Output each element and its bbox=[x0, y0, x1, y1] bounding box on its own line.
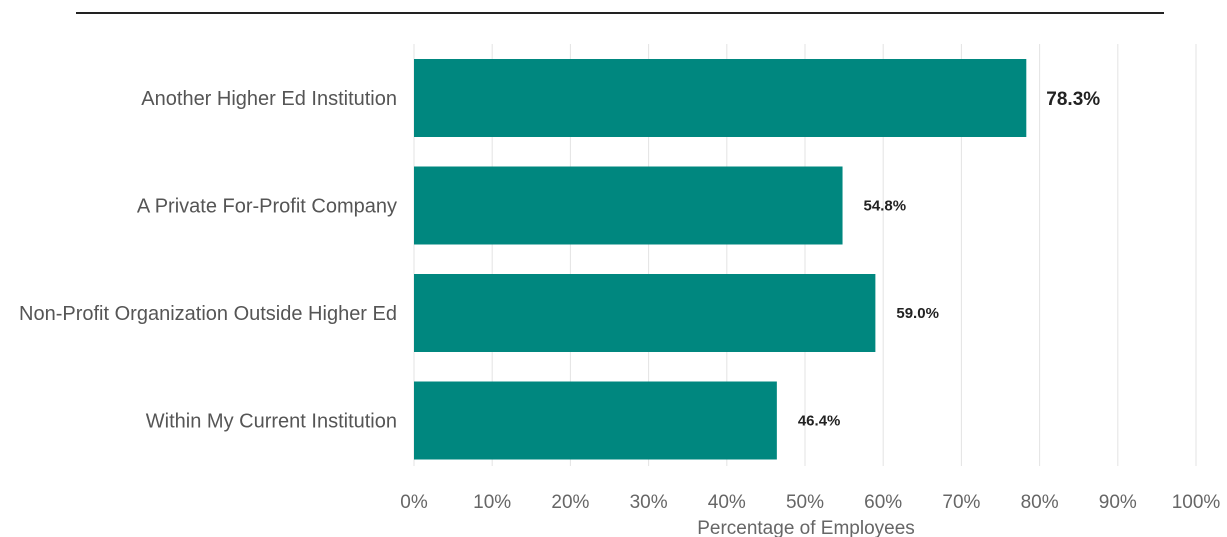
category-label: Non-Profit Organization Outside Higher E… bbox=[19, 303, 397, 325]
bar bbox=[414, 166, 843, 245]
x-tick-label: 100% bbox=[1172, 492, 1221, 513]
x-tick-label: 50% bbox=[786, 492, 824, 513]
bar bbox=[414, 274, 876, 352]
x-tick-label: 70% bbox=[942, 492, 980, 513]
data-label: 78.3% bbox=[1046, 89, 1100, 110]
bar bbox=[414, 381, 777, 460]
bars: 78.3% 54.8% 59.0% 46.4% bbox=[414, 59, 1100, 460]
bar bbox=[414, 59, 1027, 137]
category-labels: Another Higher Ed Institution A Private F… bbox=[19, 88, 397, 433]
x-tick-label: 30% bbox=[630, 492, 668, 513]
x-axis-ticks: 0% 10% 20% 30% 40% 50% 60% 70% 80% 90% 100% bbox=[400, 492, 1220, 513]
x-tick-label: 0% bbox=[400, 492, 428, 513]
x-axis-title: Percentage of Employees bbox=[697, 518, 915, 537]
x-tick-label: 10% bbox=[473, 492, 511, 513]
data-label: 54.8% bbox=[864, 198, 907, 215]
x-tick-label: 60% bbox=[864, 492, 902, 513]
x-tick-label: 40% bbox=[708, 492, 746, 513]
category-label: Another Higher Ed Institution bbox=[141, 88, 397, 110]
data-label: 59.0% bbox=[896, 305, 939, 322]
x-tick-label: 20% bbox=[551, 492, 589, 513]
category-label: A Private For-Profit Company bbox=[137, 196, 397, 218]
x-tick-label: 80% bbox=[1021, 492, 1059, 513]
data-label: 46.4% bbox=[798, 413, 841, 430]
category-label: Within My Current Institution bbox=[146, 411, 397, 433]
x-tick-label: 90% bbox=[1099, 492, 1137, 513]
